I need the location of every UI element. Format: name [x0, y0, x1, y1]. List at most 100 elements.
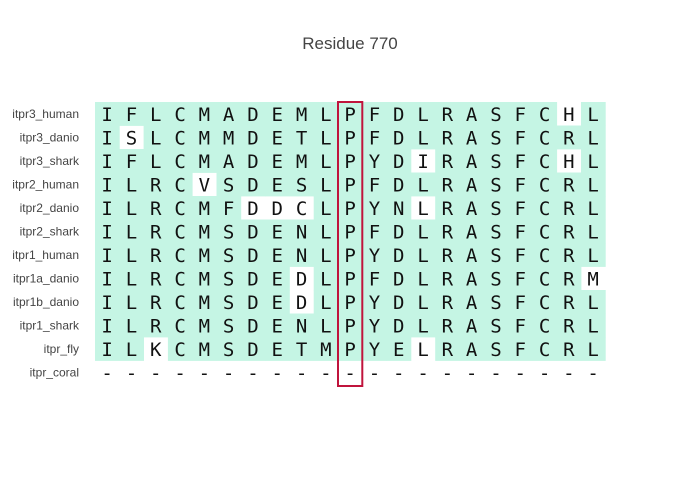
- residue-letter: M: [199, 198, 210, 220]
- residue-letter: R: [442, 151, 454, 173]
- residue-letter: L: [320, 292, 331, 314]
- residue-letter: D: [247, 127, 258, 149]
- residue-letter: R: [442, 127, 454, 149]
- highlight-cell: [338, 196, 363, 220]
- residue-letter: C: [174, 151, 185, 173]
- residue-letter: -: [247, 362, 258, 384]
- residue-letter: I: [417, 151, 428, 173]
- residue-letter: -: [587, 362, 598, 384]
- residue-letter: E: [393, 339, 404, 361]
- highlight-cell: [386, 337, 412, 361]
- highlight-cell: [532, 243, 558, 267]
- residue-letter: -: [296, 362, 307, 384]
- residue-letter: L: [150, 104, 161, 126]
- residue-letter: F: [369, 174, 380, 196]
- highlight-cell: [143, 102, 169, 126]
- residue-letter: F: [515, 151, 526, 173]
- highlight-cell: [167, 102, 193, 126]
- highlight-cell: [95, 219, 120, 244]
- residue-letter: F: [515, 174, 526, 196]
- highlight-cell: [167, 219, 193, 244]
- residue-letter: A: [466, 104, 478, 126]
- residue-letter: L: [126, 245, 137, 267]
- residue-letter: C: [174, 292, 185, 314]
- highlight-cell: [556, 313, 582, 338]
- highlight-cell: [95, 172, 120, 197]
- residue-letter: L: [417, 174, 428, 196]
- residue-letter: R: [563, 292, 575, 314]
- highlight-cell: [556, 196, 582, 220]
- residue-letter: L: [417, 221, 428, 243]
- highlight-cell: [338, 290, 363, 314]
- residue-letter: P: [344, 339, 355, 361]
- highlight-cell: [410, 243, 436, 267]
- highlight-cell: [216, 313, 242, 338]
- residue-letter: R: [563, 174, 575, 196]
- residue-letter: I: [101, 245, 112, 267]
- highlight-cell: [143, 219, 169, 244]
- highlight-cell: [167, 172, 193, 197]
- residue-letter: A: [466, 151, 478, 173]
- residue-letter: K: [150, 339, 162, 361]
- highlight-cell: [240, 290, 266, 314]
- highlight-cell: [216, 196, 242, 220]
- residue-letter: C: [539, 104, 550, 126]
- residue-letter: E: [272, 174, 283, 196]
- highlight-cell: [362, 125, 387, 150]
- highlight-cell: [362, 243, 387, 267]
- sequence-label: itpr1b_danio: [13, 295, 79, 309]
- highlight-cell: [216, 290, 242, 314]
- residue-letter: Y: [369, 198, 381, 220]
- residue-letter: C: [539, 292, 550, 314]
- highlight-cell: [459, 290, 485, 314]
- highlight-cell: [313, 125, 339, 150]
- residue-letter: R: [442, 221, 454, 243]
- residue-letter: R: [563, 245, 575, 267]
- highlight-cell: [386, 125, 412, 150]
- highlight-cell: [240, 125, 266, 150]
- highlight-cell: [532, 219, 558, 244]
- residue-letter: T: [296, 339, 307, 361]
- highlight-cell: [216, 243, 242, 267]
- residue-letter: L: [417, 292, 428, 314]
- residue-letter: C: [539, 127, 550, 149]
- highlight-cell: [192, 313, 217, 338]
- residue-letter: D: [296, 268, 307, 290]
- residue-letter: A: [466, 174, 478, 196]
- residue-letter: C: [174, 104, 185, 126]
- highlight-cell: [532, 266, 558, 291]
- residue-letter: A: [223, 151, 235, 173]
- residue-letter: A: [466, 127, 478, 149]
- highlight-cell: [167, 290, 193, 314]
- highlight-cell: [216, 125, 242, 150]
- highlight-cell: [459, 172, 485, 197]
- residue-letter: L: [320, 174, 331, 196]
- residue-letter: I: [101, 339, 112, 361]
- highlight-cell: [119, 102, 144, 126]
- residue-letter: C: [174, 221, 185, 243]
- residue-letter: I: [101, 151, 112, 173]
- highlight-cell: [410, 125, 436, 150]
- highlight-cell: [386, 149, 412, 173]
- highlight-cell: [362, 172, 387, 197]
- highlight-cell: [508, 219, 533, 244]
- residue-letter: -: [272, 362, 283, 384]
- residue-letter: M: [199, 268, 210, 290]
- highlight-cell: [410, 219, 436, 244]
- highlight-cell: [192, 196, 217, 220]
- highlight-cell: [386, 243, 412, 267]
- highlight-cell: [483, 149, 509, 173]
- residue-letter: L: [587, 198, 598, 220]
- residue-letter: M: [199, 104, 210, 126]
- residue-letter: R: [150, 221, 162, 243]
- residue-letter: -: [515, 362, 526, 384]
- highlight-cell: [143, 125, 169, 150]
- highlight-cell: [289, 313, 315, 338]
- highlight-cell: [581, 102, 606, 126]
- residue-letter: F: [515, 221, 526, 243]
- highlight-cell: [119, 313, 144, 338]
- residue-letter: L: [126, 268, 137, 290]
- alignment-residues: I F L C M A D E M L P F D L R A S F C H LI S L C M M D E T L P F D L R A S F C…: [101, 104, 598, 385]
- highlight-cell: [435, 172, 460, 197]
- highlight-cell: [435, 290, 460, 314]
